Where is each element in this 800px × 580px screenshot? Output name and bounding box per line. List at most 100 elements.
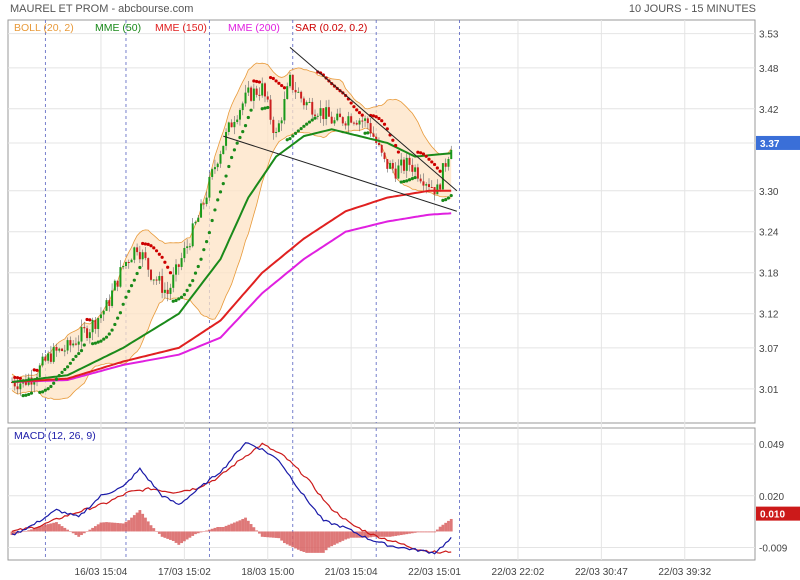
macd-histogram-bar (296, 531, 300, 550)
candle-body (436, 184, 439, 195)
macd-histogram-bar (230, 523, 234, 532)
candle-body (339, 113, 342, 118)
candle-body (322, 108, 325, 120)
macd-histogram-bar (277, 531, 281, 539)
sar-dot (424, 154, 428, 158)
candle-body (414, 167, 417, 172)
candle-body (180, 258, 183, 267)
macd-histogram-bar (266, 531, 270, 538)
macd-histogram-bar (433, 531, 436, 533)
sar-dot (24, 393, 28, 397)
macd-histogram-bar (124, 521, 128, 532)
candle-body (377, 143, 380, 145)
sar-dot (138, 265, 142, 270)
sar-dot (243, 124, 248, 128)
candle-body (88, 332, 91, 339)
sar-dot (363, 131, 367, 135)
legend: BOLL (20, 2) MME (50) MME (150) MME (200) SA… (14, 22, 367, 34)
macd-legend-entry: MACD (12, 26, 9) (14, 430, 96, 442)
candle-body (66, 340, 69, 351)
candle-body (108, 300, 111, 306)
macd-histogram-bar (116, 522, 120, 532)
candle-body (291, 74, 294, 90)
sar-dot (185, 288, 189, 292)
candle-body (216, 163, 219, 168)
candle-body (188, 246, 191, 248)
candle-body (172, 274, 175, 288)
candle-body (247, 87, 250, 93)
candle-body (261, 83, 264, 96)
time-tick-label: 22/03 15:01 (408, 567, 461, 578)
macd-histogram-bar (422, 531, 425, 533)
sar-dot (199, 257, 203, 261)
candle-body (175, 264, 178, 275)
sar-dot (179, 295, 184, 299)
sar-dot (271, 76, 275, 81)
price-tick-label: 3.01 (759, 385, 779, 396)
candle-body (408, 157, 411, 165)
candle-body (244, 92, 247, 104)
macd-histogram-bar (402, 531, 406, 535)
macd-histogram-bar (132, 515, 136, 532)
sar-dot (296, 129, 300, 133)
candle-body (138, 252, 141, 260)
sar-dot (266, 105, 270, 110)
sar-dot (152, 246, 156, 250)
sar-dot (40, 390, 45, 394)
macd-histogram-bar (416, 531, 420, 533)
candle-body (213, 167, 216, 170)
sar-dot (382, 122, 387, 126)
macd-histogram-bar (160, 531, 164, 537)
candle-body (225, 131, 228, 146)
macd-histogram-bar (88, 529, 92, 532)
candle-body (416, 167, 419, 179)
candle-body (341, 117, 344, 124)
candle-body (233, 121, 236, 128)
sar-dot (60, 370, 64, 374)
macd-histogram-bar (196, 531, 200, 534)
candle-body (200, 203, 203, 218)
sar-dot (285, 138, 289, 142)
candle-body (364, 118, 367, 121)
macd-histogram-bar (341, 531, 345, 541)
candle-body (69, 340, 72, 346)
macd-histogram-bar (335, 531, 339, 544)
sar-dot (313, 116, 317, 120)
macd-histogram-bar (199, 531, 203, 533)
candle-body (169, 287, 172, 294)
candle-body (47, 353, 50, 361)
last-macd-tag (756, 506, 800, 521)
macd-histogram-bar (10, 531, 14, 536)
macd-histogram-bar (149, 525, 153, 532)
candle-body (263, 83, 266, 97)
price-tick-label: 3.12 (759, 310, 779, 321)
sar-dot (107, 332, 111, 336)
candle-body (389, 163, 392, 169)
candle-body (111, 290, 114, 306)
macd-histogram-bar (38, 526, 42, 532)
candle-body (141, 252, 144, 260)
sar-dot (127, 289, 131, 293)
candle-body (275, 131, 278, 133)
price-tick-label: 3.07 (759, 344, 779, 355)
legend-entry: MME (200) (228, 22, 280, 34)
candle-body (441, 163, 444, 190)
sar-dot (371, 114, 375, 118)
candle-body (83, 327, 86, 329)
sar-dot (124, 295, 128, 299)
macd-histogram-bar (194, 531, 197, 535)
sar-dot (213, 208, 217, 212)
mme50-line (11, 128, 452, 383)
macd-histogram-bar (319, 531, 322, 553)
chart-title: MAUREL ET PROM - abcbourse.com (10, 3, 193, 15)
legend-entry: BOLL (20, 2) (14, 22, 74, 34)
trendline (289, 46, 458, 192)
sar-dot (268, 75, 273, 80)
macd-histogram-bar (155, 531, 158, 532)
macd-histogram-bar (241, 518, 245, 532)
macd-histogram-bar (447, 520, 450, 532)
candle-body (38, 365, 41, 378)
candle-body (91, 319, 94, 333)
sar-dot (129, 284, 134, 288)
sar-dot (299, 126, 303, 131)
